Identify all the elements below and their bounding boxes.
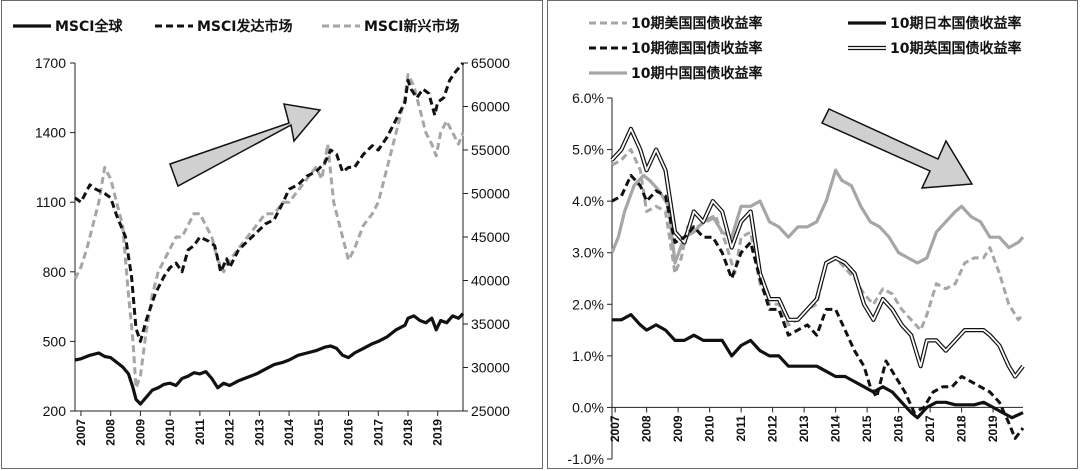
series-4-line — [610, 126, 1025, 379]
right-chart-panel: -1.0% 0.0% 1.0% 2.0% 3.0% 4.0% 5.0% 6.0% 2007 200… — [547, 0, 1078, 469]
x-tick-label: 2012 — [223, 419, 237, 446]
x-tick-label: 2011 — [193, 419, 207, 445]
trend-arrow — [169, 103, 322, 188]
x-tick-label: 2009 — [133, 419, 147, 446]
x-tick-label: 2007 — [608, 415, 622, 442]
right-y-tick-label: 40000 — [471, 273, 510, 289]
legend-label: 10期美国国债收益率 — [631, 15, 762, 32]
legend-label: 10期英国国债收益率 — [890, 40, 1021, 57]
x-tick-label: 2019 — [431, 419, 445, 446]
y-tick-label: 4.0% — [572, 193, 604, 209]
right-y-tick-label: 60000 — [471, 99, 510, 115]
x-tick-label: 2016 — [342, 419, 356, 446]
bond-yield-chart: -1.0% 0.0% 1.0% 2.0% 3.0% 4.0% 5.0% 6.0% 2007 200… — [567, 15, 1025, 467]
series-1-line — [74, 312, 465, 406]
right-y-tick-label: 45000 — [471, 229, 510, 245]
trend-arrow — [820, 108, 974, 189]
legend-item-2: 10期日本国债收益率 — [848, 15, 1021, 32]
left-chart-panel: 200 500 800 1100 1400 1700 25000 30000 35000 4000… — [1, 0, 543, 469]
series-2-line — [612, 313, 1024, 420]
series-3-line — [611, 173, 1025, 440]
legend-label: MSCI新兴市场 — [364, 18, 460, 35]
x-tick-label: 2015 — [860, 415, 874, 442]
legend-item-2: MSCI发达市场 — [155, 18, 293, 35]
legend-label: 10期中国国债收益率 — [631, 65, 762, 82]
left-y-tick-label: 500 — [43, 333, 67, 349]
x-tick-label: 2010 — [703, 415, 717, 442]
legend-item-1: MSCI全球 — [13, 18, 123, 35]
x-tick-label: 2016 — [892, 415, 906, 442]
y-tick-label: -1.0% — [567, 451, 604, 467]
series-5-line — [610, 168, 1025, 265]
series-3-line — [73, 73, 465, 390]
right-y-tick-label: 65000 — [471, 55, 510, 71]
legend-label: 10期德国国债收益率 — [631, 40, 762, 57]
y-tick-label: 3.0% — [572, 245, 604, 261]
legend-item-4: 10期英国国债收益率 — [848, 40, 1021, 57]
right-y-tick-label: 25000 — [471, 403, 510, 419]
x-tick-label: 2018 — [401, 419, 415, 446]
legend-item-1: 10期美国国债收益率 — [589, 15, 762, 32]
x-tick-label: 2017 — [923, 415, 937, 442]
x-tick-label: 2015 — [312, 419, 326, 446]
legend-item-3: 10期德国国债收益率 — [589, 40, 762, 57]
x-tick-label: 2018 — [955, 415, 969, 442]
x-tick-label: 2013 — [797, 415, 811, 442]
legend-label: 10期日本国债收益率 — [890, 15, 1021, 32]
x-tick-label: 2009 — [671, 415, 685, 442]
x-tick-label: 2017 — [371, 419, 385, 446]
y-tick-label: 6.0% — [572, 90, 604, 106]
legend-item-5: 10期中国国债收益率 — [589, 65, 762, 82]
left-y-tick-label: 1100 — [36, 194, 66, 210]
x-tick-label: 2010 — [163, 419, 177, 446]
legend-item-3: MSCI新兴市场 — [322, 18, 460, 35]
x-tick-label: 2014 — [829, 415, 843, 442]
right-y-tick-label: 55000 — [471, 142, 510, 158]
left-y-tick-label: 800 — [43, 264, 67, 280]
left-y-tick-label: 1700 — [35, 55, 66, 71]
right-y-tick-label: 30000 — [471, 360, 510, 376]
x-tick-label: 2011 — [734, 415, 748, 441]
x-tick-label: 2008 — [640, 415, 654, 442]
msci-index-chart: 200 500 800 1100 1400 1700 25000 30000 35000 4000… — [13, 18, 510, 446]
left-y-tick-label: 200 — [43, 403, 67, 419]
legend-label: MSCI全球 — [55, 18, 123, 35]
y-tick-label: 1.0% — [572, 348, 604, 364]
y-tick-label: 2.0% — [572, 296, 604, 312]
series-2-line — [74, 62, 465, 343]
y-tick-label: 0.0% — [572, 399, 604, 415]
x-tick-label: 2014 — [282, 419, 296, 446]
legend-label: MSCI发达市场 — [197, 18, 293, 35]
x-tick-label: 2012 — [766, 415, 780, 442]
x-tick-label: 2013 — [252, 419, 266, 446]
left-y-tick-label: 1400 — [35, 125, 66, 141]
x-tick-label: 2008 — [104, 419, 118, 446]
x-tick-label: 2019 — [986, 415, 1000, 442]
y-tick-label: 5.0% — [572, 142, 604, 158]
right-y-tick-label: 50000 — [471, 186, 510, 202]
x-tick-label: 2007 — [74, 419, 88, 446]
right-y-tick-label: 35000 — [471, 316, 510, 332]
